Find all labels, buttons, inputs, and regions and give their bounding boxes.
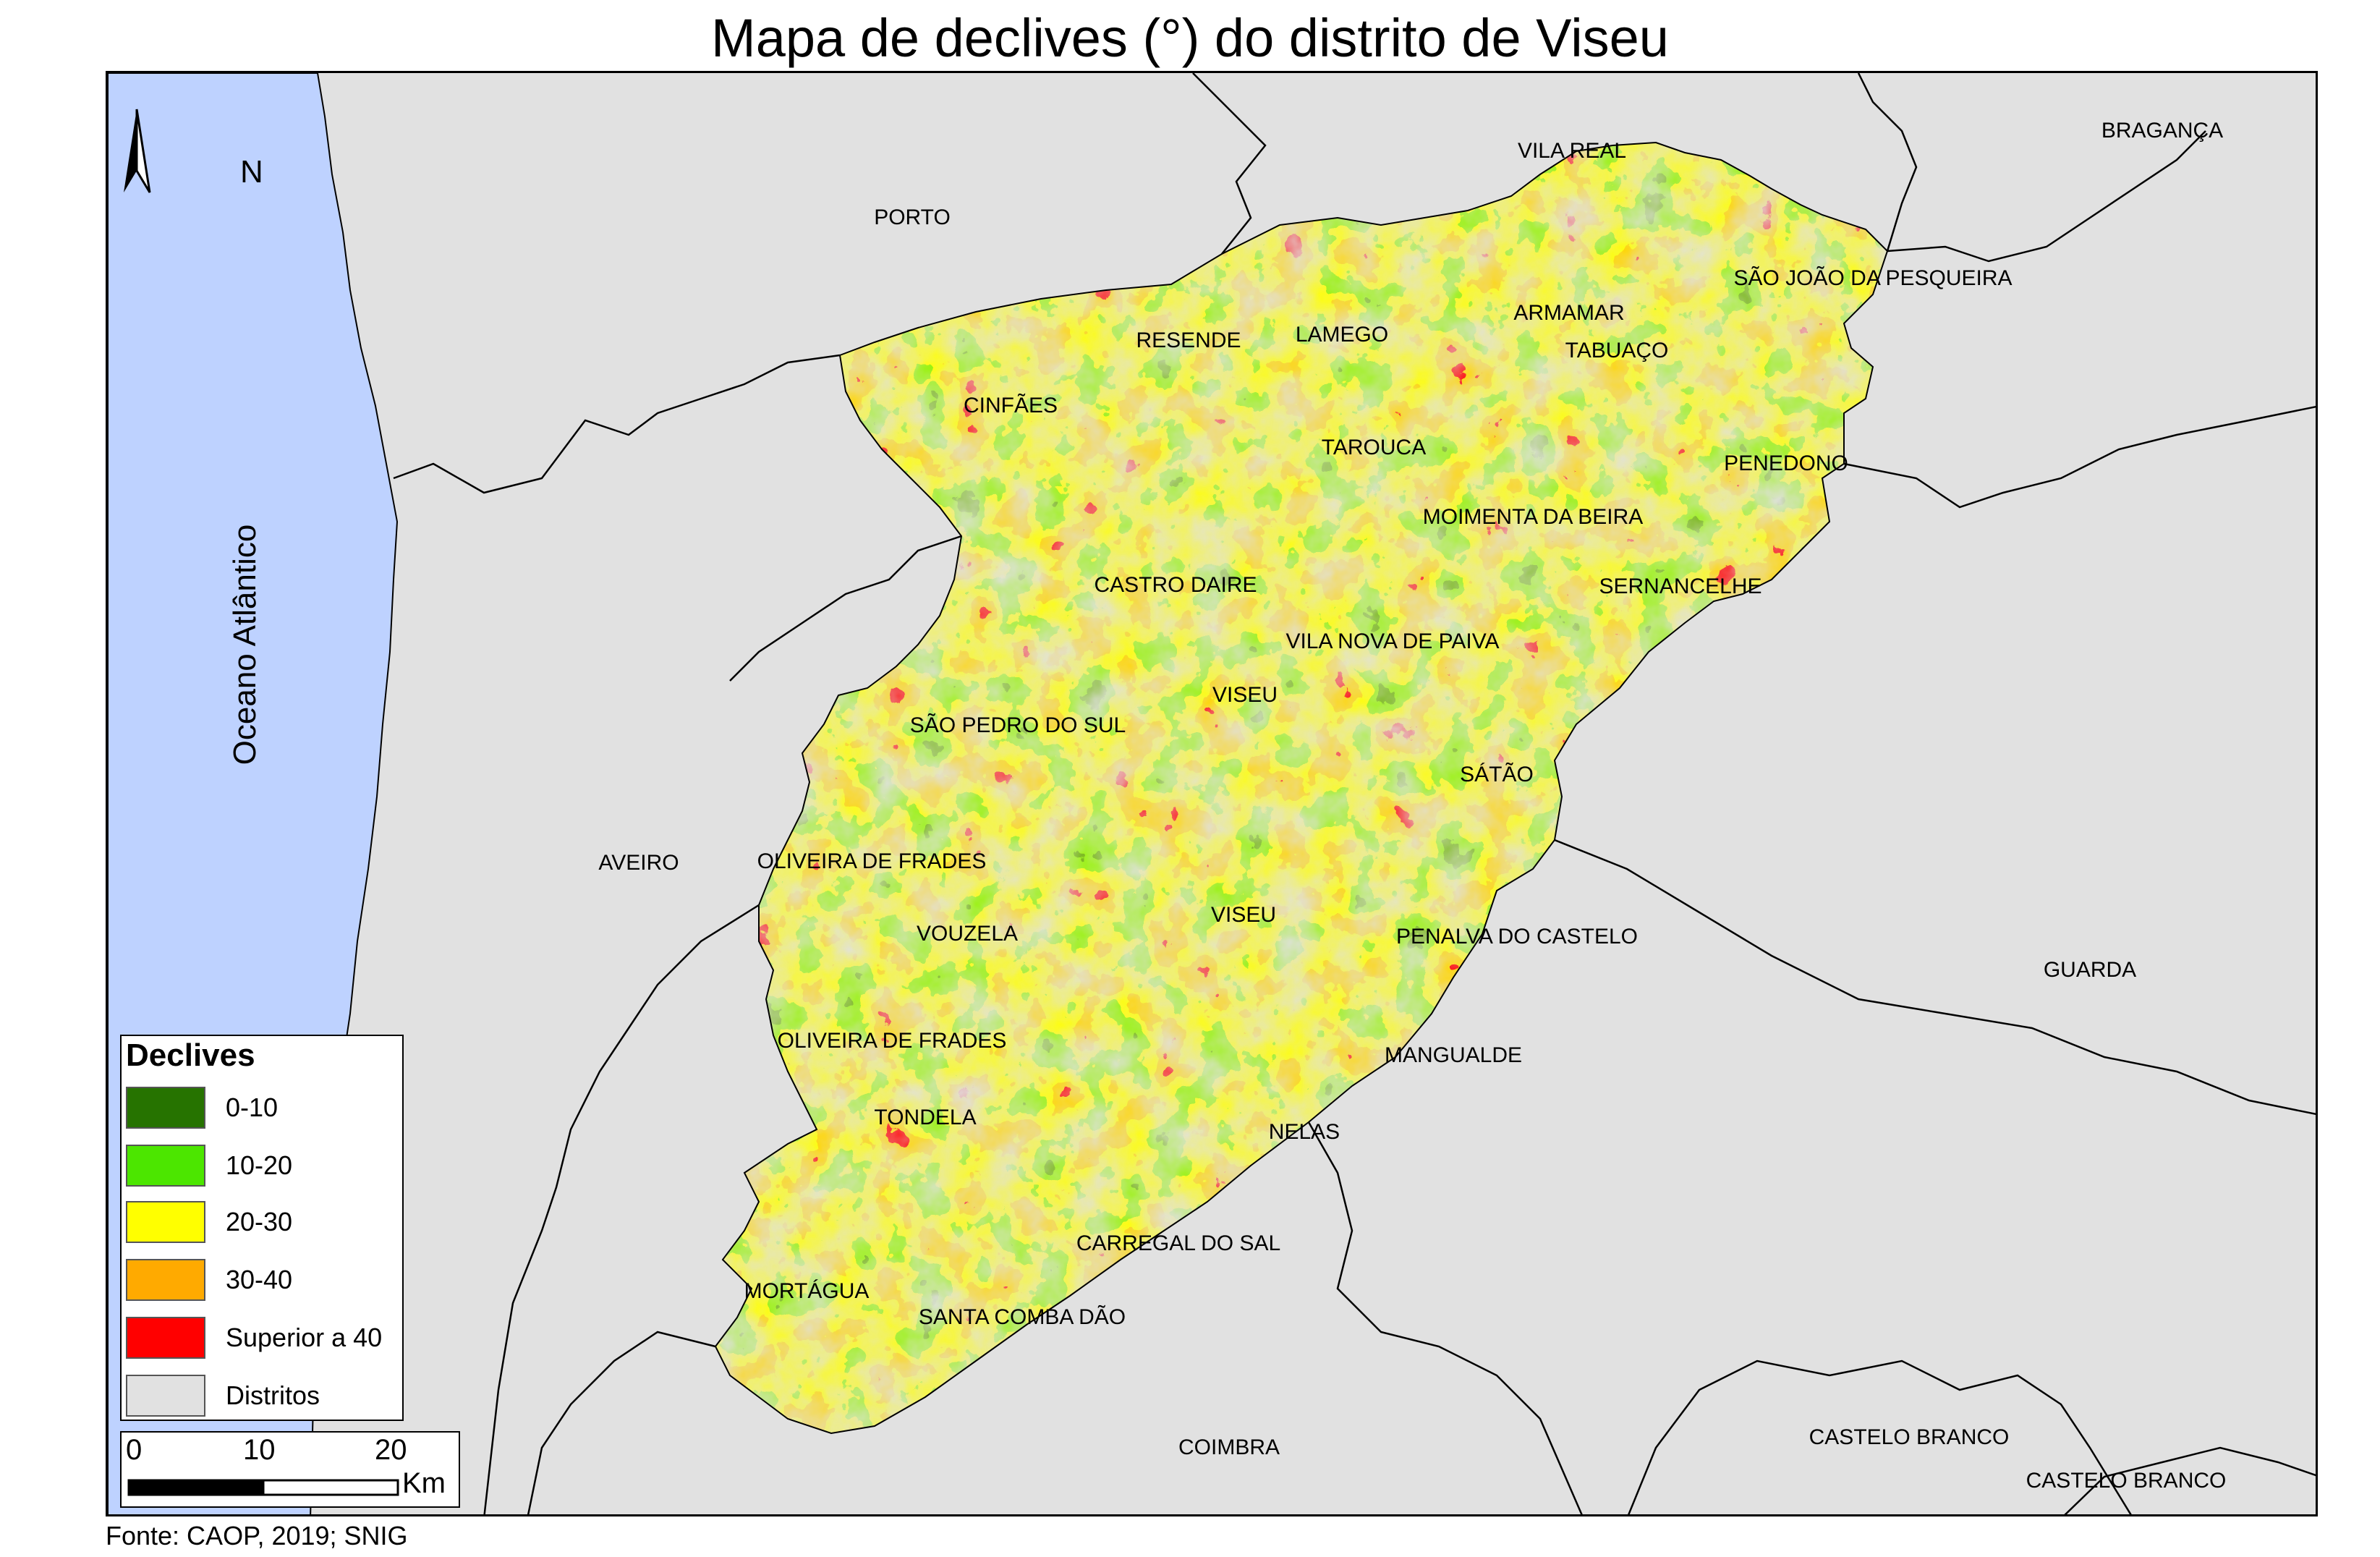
district-borders	[393, 73, 2316, 1514]
legend-swatch	[126, 1317, 205, 1359]
municipality-label: OLIVEIRA DE FRADES	[777, 1029, 1007, 1053]
municipality-label: RESENDE	[1136, 328, 1241, 352]
legend-item: 0-10	[126, 1087, 401, 1130]
legend-label: 20-30	[226, 1207, 293, 1236]
north-arrow-icon	[124, 109, 151, 193]
municipality-label: ARMAMAR	[1513, 301, 1625, 325]
legend-label: 30-40	[226, 1265, 293, 1294]
source-note: Fonte: CAOP, 2019; SNIG	[106, 1521, 408, 1550]
legend-label: 10-20	[226, 1150, 293, 1180]
legend-item: Superior a 40	[126, 1317, 401, 1360]
scale-bar-graphic	[127, 1479, 399, 1496]
map-frame: Oceano Atlântico N PORTO VILA REAL BRAGA…	[106, 71, 2318, 1516]
municipality-label: MANGUALDE	[1384, 1043, 1523, 1067]
municipality-label: TONDELA	[874, 1106, 977, 1129]
municipality-label: NELAS	[1268, 1120, 1340, 1144]
map-title: Mapa de declives (°) do distrito de Vise…	[711, 8, 1669, 68]
district-label: CASTELO BRANCO	[1809, 1425, 2010, 1449]
scale-tick-label: 0	[126, 1434, 143, 1466]
scale-tick-label: 20	[375, 1434, 407, 1466]
municipality-label: VISEU	[1210, 903, 1277, 927]
district-label: PORTO	[874, 205, 951, 229]
municipality-label: SÃO PEDRO DO SUL	[909, 713, 1126, 737]
legend-swatch	[126, 1087, 205, 1129]
legend-title: Declives	[126, 1038, 255, 1073]
district-label: VILA REAL	[1517, 139, 1627, 163]
scale-bar: 0 10 20 Km	[120, 1431, 460, 1508]
municipality-label: SÃO JOÃO DA PESQUEIRA	[1733, 266, 2013, 290]
legend-swatch	[126, 1375, 205, 1417]
district-label: AVEIRO	[598, 851, 679, 875]
district-label: BRAGANÇA	[2101, 119, 2224, 143]
district-label: COIMBRA	[1178, 1435, 1280, 1459]
legend-label: 0-10	[226, 1093, 279, 1122]
legend: Declives 0-10 10-20 20-30 30-40 Superior…	[120, 1035, 404, 1421]
legend-item: 30-40	[126, 1259, 401, 1302]
municipality-label: SERNANCELHE	[1599, 574, 1762, 598]
ocean-label: Oceano Atlântico	[227, 524, 263, 765]
municipality-label: PENEDONO	[1724, 451, 1848, 475]
legend-label: Distritos	[226, 1380, 320, 1410]
legend-swatch	[126, 1145, 205, 1187]
district-label: GUARDA	[2043, 958, 2137, 982]
municipality-label: CINFÃES	[963, 394, 1058, 417]
district-label: CASTELO BRANCO	[2026, 1469, 2227, 1493]
municipality-label: LAMEGO	[1295, 323, 1389, 347]
municipality-label: MOIMENTA DA BEIRA	[1422, 505, 1644, 529]
scale-tick-label: 10	[243, 1434, 276, 1466]
municipality-label: VILA NOVA DE PAIVA	[1285, 629, 1500, 653]
municipality-label: PENALVA DO CASTELO	[1396, 925, 1638, 949]
municipality-label: SÁTÃO	[1460, 763, 1534, 786]
legend-item: 10-20	[126, 1145, 401, 1188]
municipality-label: TABUAÇO	[1565, 339, 1669, 362]
legend-label: Superior a 40	[226, 1323, 383, 1352]
municipality-label: SANTA COMBA DÃO	[918, 1305, 1126, 1329]
municipality-label: CASTRO DAIRE	[1094, 573, 1257, 597]
municipality-label: MORTÁGUA	[744, 1279, 870, 1303]
municipality-label: OLIVEIRA DE FRADES	[757, 849, 987, 873]
legend-swatch	[126, 1201, 205, 1243]
municipality-label: TAROUCA	[1321, 436, 1427, 459]
municipality-label: VISEU	[1212, 683, 1278, 707]
north-letter: N	[240, 154, 263, 190]
municipality-label: VOUZELA	[916, 922, 1019, 946]
municipality-label: CARREGAL DO SAL	[1076, 1231, 1281, 1255]
legend-item: 20-30	[126, 1201, 401, 1244]
scale-unit: Km	[402, 1467, 446, 1499]
legend-item: Distritos	[126, 1375, 401, 1418]
legend-swatch	[126, 1259, 205, 1301]
